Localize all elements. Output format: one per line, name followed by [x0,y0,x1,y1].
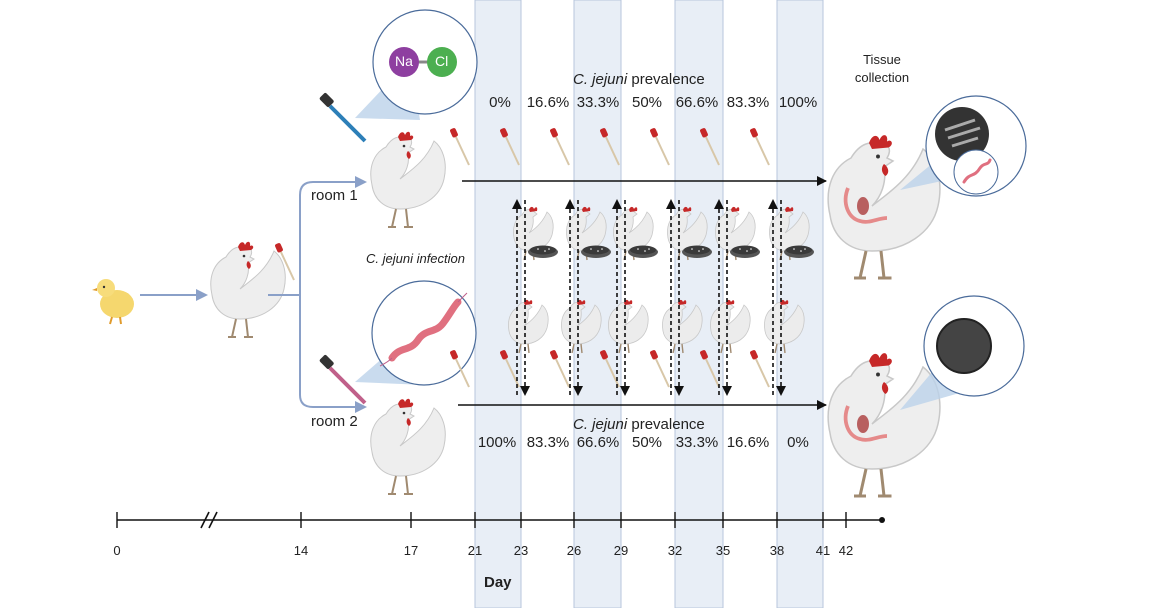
day-tick-label: 42 [838,543,854,558]
swab-icon [748,348,770,388]
room1-prevalence-value: 16.6% [526,94,570,111]
hen-icon [369,130,447,228]
day-tick-label: 35 [715,543,731,558]
prevalence-title-bottom: C. jejuni prevalence [573,416,705,433]
bird-transfer-arrows [507,199,814,396]
petri-dish-icon [581,245,611,258]
swab-icon [648,348,670,388]
hen-icon [826,351,942,498]
room1-prevalence-value: 66.6% [675,94,719,111]
day-tick-label: 23 [513,543,529,558]
dropper-icon [319,93,367,143]
petri-dish-icon [936,318,992,374]
day-tick-label: 38 [769,543,785,558]
day-tick-label: 29 [613,543,629,558]
sodium-icon [389,47,419,77]
room2-prevalence-value: 33.3% [675,434,719,451]
room1-arrow [268,176,367,296]
petri-dish-icon [730,245,760,258]
hen-icon [369,397,447,495]
swab-icon [548,348,570,388]
room2-prevalence-value: 83.3% [526,434,570,451]
day-axis [116,511,885,529]
room2-prevalence-value: 16.6% [726,434,770,451]
bacteria-icon [388,298,462,362]
room2-prevalence-value: 66.6% [576,434,620,451]
day-tick-label: 14 [293,543,309,558]
prevalence-title-top: C. jejuni prevalence [573,71,705,88]
room2-label: room 2 [311,413,358,430]
tissue-collection-label: Tissue collection [854,52,910,85]
chloride-icon [427,47,457,77]
petri-dish-icon [784,245,814,258]
chloride-label: Cl [435,53,449,69]
room1-prevalence-value: 50% [631,94,663,111]
room2-prevalence-value: 0% [787,434,809,451]
swab-icon [448,126,470,166]
room1-prevalence-value: 0% [489,94,511,111]
room1-prevalence-value: 33.3% [576,94,620,111]
bacteria-icon [962,158,992,184]
hen-icon [826,133,942,280]
room1-label: room 1 [311,187,358,204]
hen-icon [209,240,287,338]
swab-icon [548,126,570,166]
dropper-icon [319,355,367,405]
room2-arrow [268,294,367,413]
room2-prevalence-value: 100% [477,434,517,451]
day-tick-label: 21 [467,543,483,558]
chick-icon [92,279,134,325]
sampling-band [474,0,522,609]
day-tick-label: 41 [815,543,831,558]
room1-prevalence-value: 83.3% [726,94,770,111]
petri-dish-icon [528,245,558,258]
day-axis-label: Day [484,574,512,591]
day-tick-label: 32 [667,543,683,558]
petri-dish-icon [682,245,712,258]
swab-icon [648,126,670,166]
day-tick-label: 0 [113,543,121,558]
petri-dish-icon [628,245,658,258]
day-tick-label: 17 [403,543,419,558]
sodium-label: Na [395,53,413,69]
swab-icon [748,126,770,166]
infection-label: C. jejuni infection [366,251,465,266]
day-tick-label: 26 [566,543,582,558]
room1-prevalence-value: 100% [778,94,818,111]
room2-prevalence-value: 50% [631,434,663,451]
